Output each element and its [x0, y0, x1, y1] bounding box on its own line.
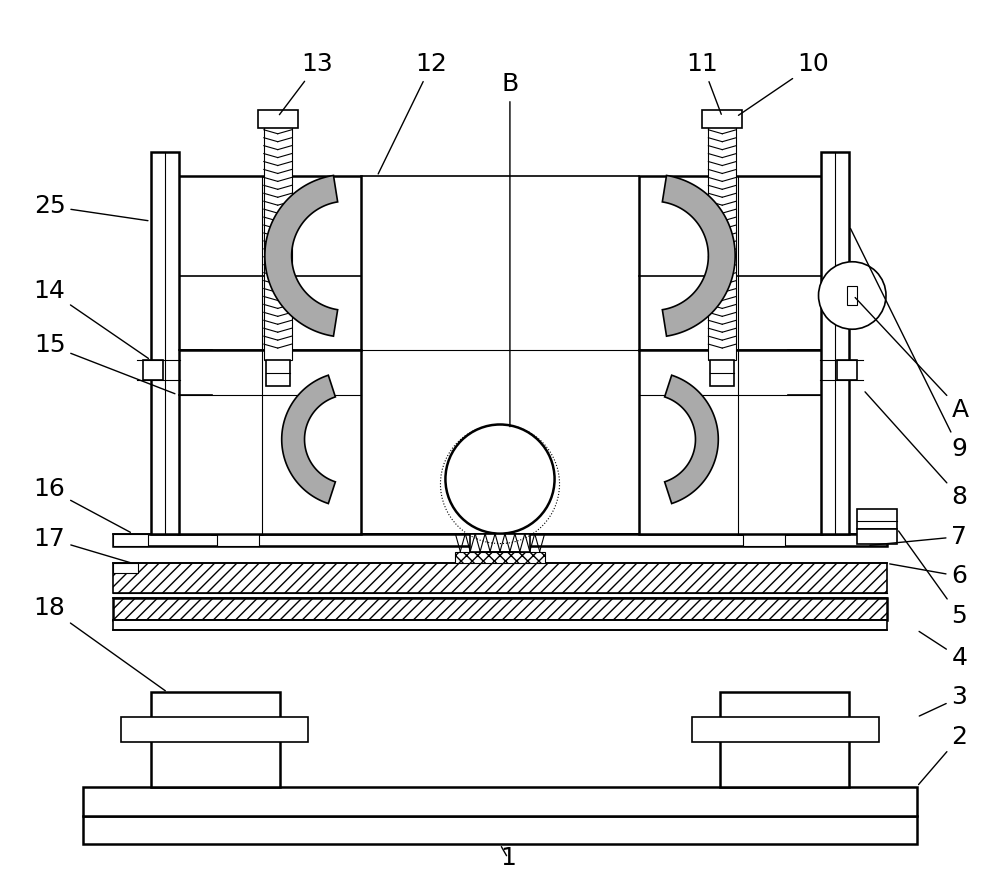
Bar — [480, 552, 520, 563]
Circle shape — [819, 262, 886, 329]
Text: 14: 14 — [34, 279, 148, 358]
Text: A: A — [855, 298, 969, 421]
Bar — [151, 152, 179, 533]
Bar — [708, 122, 736, 360]
Circle shape — [445, 425, 555, 533]
Text: 4: 4 — [919, 632, 967, 669]
Bar — [113, 533, 148, 546]
Bar — [857, 529, 897, 544]
Text: 15: 15 — [34, 333, 175, 393]
Bar — [743, 533, 785, 546]
Text: 1: 1 — [500, 846, 516, 870]
Bar — [217, 533, 259, 546]
Bar — [113, 563, 138, 573]
Bar — [258, 110, 298, 128]
Text: 25: 25 — [34, 194, 148, 221]
Bar — [837, 360, 857, 380]
Bar — [738, 395, 788, 533]
Text: 8: 8 — [865, 392, 967, 509]
Bar — [178, 350, 361, 533]
Text: 3: 3 — [919, 685, 967, 716]
Text: 6: 6 — [890, 564, 967, 589]
Polygon shape — [265, 175, 338, 336]
Polygon shape — [665, 375, 718, 504]
Bar — [266, 360, 290, 385]
Text: 5: 5 — [899, 531, 967, 628]
Text: 10: 10 — [738, 53, 829, 116]
Text: B: B — [501, 72, 519, 427]
Bar — [143, 360, 163, 380]
Bar — [83, 816, 917, 844]
Bar — [710, 360, 734, 385]
Bar — [821, 152, 849, 533]
Polygon shape — [662, 175, 735, 336]
Text: 7: 7 — [870, 525, 967, 548]
Text: 17: 17 — [34, 526, 130, 562]
Text: 12: 12 — [378, 53, 448, 174]
Bar — [113, 620, 887, 630]
Bar — [470, 533, 530, 552]
Bar — [639, 176, 822, 350]
Text: 16: 16 — [34, 477, 130, 533]
Text: 11: 11 — [687, 53, 721, 114]
Bar — [847, 286, 857, 306]
Bar — [113, 533, 887, 546]
Bar — [639, 350, 822, 533]
Bar — [151, 692, 280, 787]
Bar — [692, 717, 879, 742]
Bar — [113, 598, 887, 620]
Bar — [455, 552, 545, 563]
Bar — [113, 563, 887, 593]
Bar — [720, 692, 849, 787]
Bar — [857, 509, 897, 529]
Polygon shape — [282, 375, 335, 504]
Text: 9: 9 — [851, 229, 967, 462]
Text: 13: 13 — [279, 53, 333, 115]
Bar — [212, 395, 262, 533]
Bar — [178, 176, 361, 350]
Bar — [83, 787, 917, 816]
Text: 2: 2 — [919, 725, 967, 785]
Bar — [121, 717, 308, 742]
Bar — [264, 122, 292, 360]
Text: 18: 18 — [34, 596, 165, 691]
Bar — [702, 110, 742, 128]
